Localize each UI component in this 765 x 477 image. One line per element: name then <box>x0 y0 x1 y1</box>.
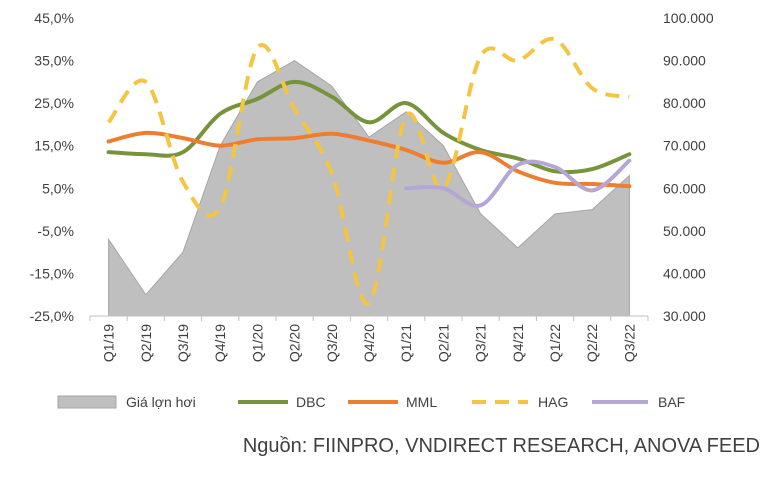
x-tick-label: Q2/22 <box>584 324 600 362</box>
x-tick-label: Q1/19 <box>101 324 117 362</box>
left-tick-label: -5,0% <box>37 223 74 239</box>
left-tick-label: 35,0% <box>34 53 74 69</box>
source-note: Nguồn: FIINPRO, VNDIRECT RESEARCH, ANOVA… <box>242 435 760 457</box>
x-tick-label: Q3/20 <box>324 324 340 362</box>
legend-item: Giá lợn hơi <box>57 394 196 410</box>
x-tick-label: Q2/21 <box>435 324 451 362</box>
legend: Giá lợn hơi DBC MML HAG BAF <box>57 394 685 410</box>
right-tick-label: 70.000 <box>663 138 706 154</box>
left-tick-label: 45,0% <box>34 10 74 26</box>
x-tick-label: Q4/19 <box>212 324 228 362</box>
legend-item: BAF <box>592 394 685 410</box>
x-tick-label: Q4/20 <box>361 324 377 362</box>
legend-item: HAG <box>472 394 568 410</box>
x-tick-label: Q3/22 <box>621 324 637 362</box>
series-line-hag <box>106 36 630 306</box>
right-tick-label: 80.000 <box>663 95 706 111</box>
legend-item: DBC <box>238 394 326 410</box>
series-line-mml <box>106 130 632 189</box>
x-tick-label: Q1/22 <box>547 324 563 362</box>
series-line-dbc <box>106 79 632 175</box>
x-tick-label: Q4/21 <box>510 324 526 362</box>
x-axis-ticks: Q1/19 Q2/19 Q3/19 Q4/19 Q1/20 Q2/20 Q3/20 Q4/20… <box>89 316 649 362</box>
right-axis-ticks: 100.000 90.000 80.000 70.000 60.000 50.000 40.… <box>663 10 714 324</box>
left-tick-label: 15,0% <box>34 138 74 154</box>
right-tick-label: 40.000 <box>663 265 706 281</box>
left-tick-label: -25,0% <box>30 308 74 324</box>
right-tick-label: 60.000 <box>663 180 706 196</box>
legend-label: MML <box>406 394 437 410</box>
legend-label: HAG <box>538 394 568 410</box>
right-tick-label: 50.000 <box>663 223 706 239</box>
left-tick-label: -15,0% <box>30 265 74 281</box>
right-tick-label: 30.000 <box>663 308 706 324</box>
x-tick-label: Q1/21 <box>398 324 414 362</box>
legend-label: DBC <box>296 394 326 410</box>
left-axis-ticks: 45,0% 35,0% 25,0% 15,0% 5,0% -5,0% -15,0% -25,0… <box>30 10 74 324</box>
right-tick-label: 100.000 <box>663 10 714 26</box>
x-tick-label: Q2/20 <box>287 324 303 362</box>
chart: 45,0% 35,0% 25,0% 15,0% 5,0% -5,0% -15,0% -25,0… <box>30 10 714 410</box>
x-tick-label: Q3/19 <box>175 324 191 362</box>
legend-label: Giá lợn hơi <box>126 394 196 410</box>
line-layer <box>106 36 632 306</box>
legend-label: BAF <box>658 394 685 410</box>
legend-swatch <box>57 395 117 409</box>
legend-item: MML <box>348 394 437 410</box>
x-tick-label: Q3/21 <box>473 324 489 362</box>
series-line-baf <box>404 158 632 208</box>
left-tick-label: 5,0% <box>42 180 74 196</box>
left-tick-label: 25,0% <box>34 95 74 111</box>
x-tick-label: Q1/20 <box>249 324 265 362</box>
x-tick-label: Q2/19 <box>138 324 154 362</box>
right-tick-label: 90.000 <box>663 53 706 69</box>
